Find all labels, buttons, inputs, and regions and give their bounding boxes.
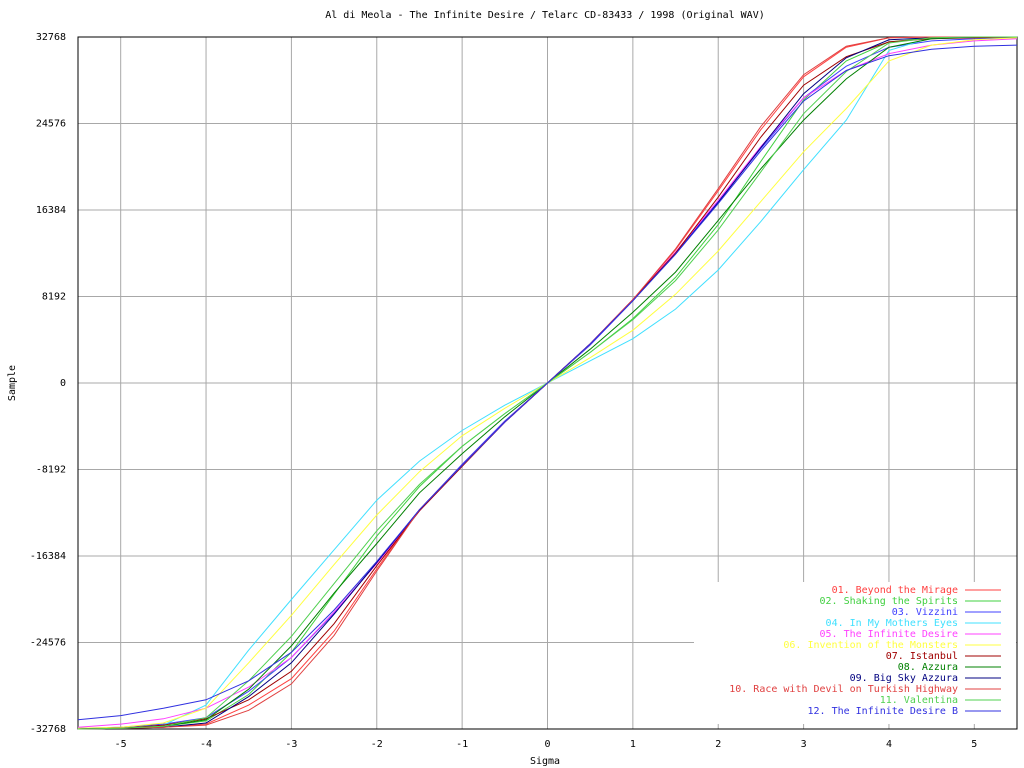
x-tick-label: -5 xyxy=(115,739,127,750)
chart-title: Al di Meola - The Infinite Desire / Tela… xyxy=(325,10,765,21)
legend-label: 12. The Infinite Desire B xyxy=(807,706,958,717)
y-tick-label: -32768 xyxy=(30,724,66,735)
legend-box xyxy=(694,582,1016,724)
y-tick-label: -16384 xyxy=(30,551,66,562)
x-tick-label: 1 xyxy=(630,739,636,750)
x-tick-label: -4 xyxy=(200,739,212,750)
legend-label: 08. Azzura xyxy=(898,662,958,673)
x-tick-label: 3 xyxy=(801,739,807,750)
x-axis-label: Sigma xyxy=(530,756,560,767)
legend-label: 09. Big Sky Azzura xyxy=(850,673,958,684)
y-tick-label: 8192 xyxy=(42,292,66,303)
x-tick-label: 0 xyxy=(544,739,550,750)
y-tick-label: 24576 xyxy=(36,119,66,130)
x-tick-label: 2 xyxy=(715,739,721,750)
y-tick-label: 32768 xyxy=(36,32,66,43)
y-tick-label: -24576 xyxy=(30,638,66,649)
legend-label: 03. Vizzini xyxy=(892,607,958,618)
y-axis-label: Sample xyxy=(7,365,18,401)
legend-label: 05. The Infinite Desire xyxy=(820,629,958,640)
x-tick-label: -1 xyxy=(456,739,468,750)
y-tick-label: 16384 xyxy=(36,205,66,216)
x-tick-label: 5 xyxy=(971,739,977,750)
x-tick-label: -2 xyxy=(371,739,383,750)
legend-label: 11. Valentina xyxy=(880,695,958,706)
plot-frame xyxy=(77,36,1018,730)
y-tick-label: -8192 xyxy=(36,465,66,476)
legend-label: 01. Beyond the Mirage xyxy=(832,585,958,596)
x-tick-label: -3 xyxy=(285,739,297,750)
legend-label: 06. Invention of the Monsters xyxy=(783,640,958,651)
y-tick-label: 0 xyxy=(60,378,66,389)
series-line xyxy=(77,44,1018,721)
x-tick-label: 4 xyxy=(886,739,892,750)
legend-label: 07. Istanbul xyxy=(886,651,958,662)
legend-label: 10. Race with Devil on Turkish Highway xyxy=(729,684,958,695)
legend-label: 04. In My Mothers Eyes xyxy=(826,618,958,629)
legend-label: 02. Shaking the Spirits xyxy=(820,596,958,607)
